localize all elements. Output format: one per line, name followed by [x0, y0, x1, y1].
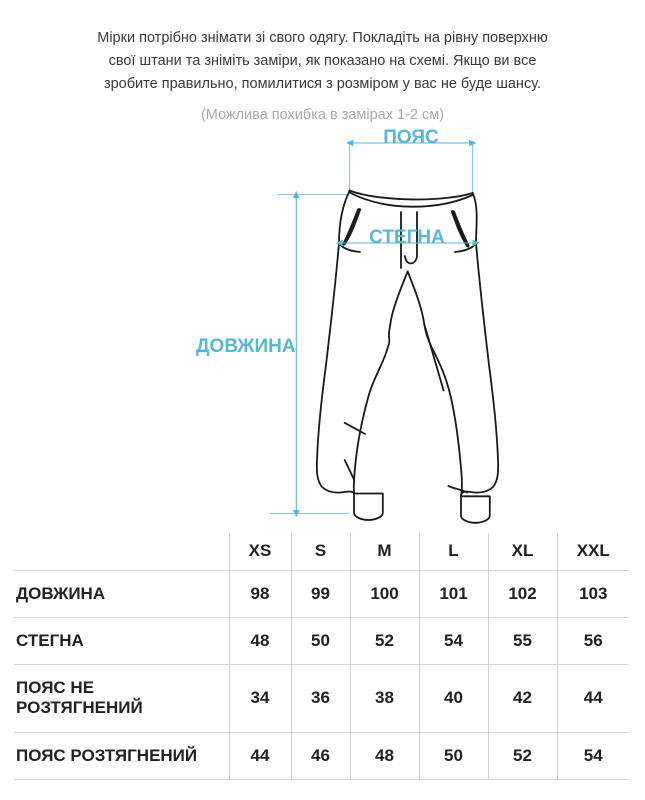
svg-text:ПОЯС: ПОЯС: [383, 127, 439, 148]
svg-text:СТЕГНА: СТЕГНА: [369, 227, 445, 248]
svg-text:ДОВЖИНА: ДОВЖИНА: [196, 336, 296, 357]
